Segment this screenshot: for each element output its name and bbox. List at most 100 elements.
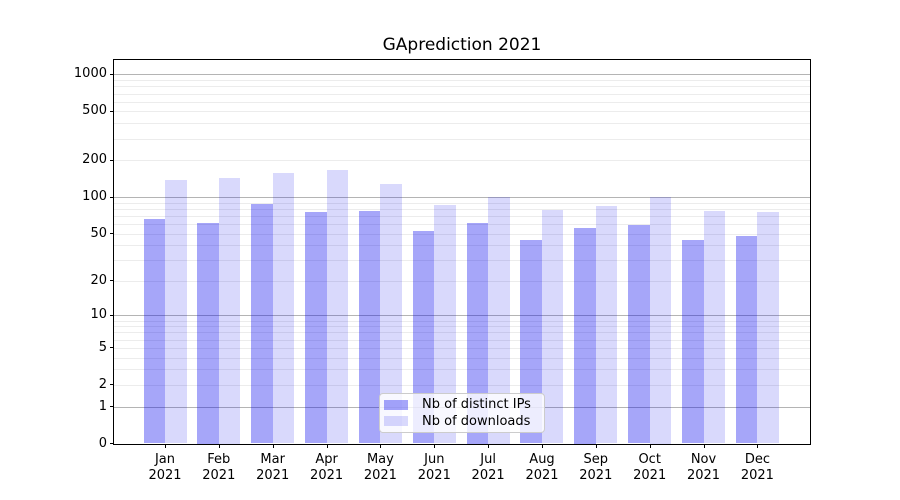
bar-downloads-sep	[595, 206, 618, 444]
bar-downloads-nov	[703, 210, 725, 444]
gridline-minor	[114, 233, 810, 235]
y-tick-label: 1000	[73, 66, 107, 82]
bar-distinct-ips-jun	[412, 231, 435, 444]
bar-distinct-ips-dec	[735, 235, 758, 444]
bar-downloads-jan	[165, 179, 187, 444]
y-tick-mark	[110, 406, 114, 407]
y-tick-label: 100	[82, 189, 107, 204]
x-tick-mark	[165, 443, 166, 448]
bar-downloads-feb	[218, 178, 241, 444]
bar-downloads-jul	[488, 197, 510, 444]
gridline-minor	[114, 280, 810, 282]
y-tick-label: 200	[82, 152, 107, 168]
x-tick-label: Dec 2021	[740, 451, 774, 483]
gridline-minor	[114, 357, 810, 359]
x-tick-label: Jul 2021	[471, 451, 505, 483]
bar-downloads-dec	[757, 212, 779, 444]
y-tick-mark	[110, 159, 114, 161]
gridline-minor	[114, 369, 810, 371]
x-tick-mark	[757, 443, 759, 448]
gridline-minor	[114, 332, 810, 334]
gridline-minor	[114, 223, 810, 225]
x-tick-mark	[595, 443, 597, 448]
y-tick-label: 10	[90, 307, 107, 323]
legend-item-distinct-ips: Nb of distinct IPs	[384, 397, 538, 412]
legend-swatch-distinct-ips	[384, 399, 408, 410]
y-tick-mark	[110, 233, 114, 234]
x-tick-mark	[272, 443, 274, 448]
x-tick-mark	[488, 443, 490, 448]
gridline-minor	[114, 80, 810, 82]
x-tick-label: May 2021	[363, 451, 397, 483]
gridline-minor	[114, 347, 810, 349]
bar-downloads-apr	[326, 169, 349, 444]
y-tick-label: 1	[98, 398, 107, 414]
gridline-minor	[114, 138, 810, 140]
gridline-minor	[114, 208, 810, 210]
plot-area	[113, 59, 811, 445]
x-tick-label: Mar 2021	[256, 451, 290, 483]
gridline-minor	[114, 384, 810, 386]
bar-downloads-mar	[272, 172, 295, 444]
x-tick-label: Nov 2021	[686, 451, 721, 483]
y-tick-mark	[110, 384, 114, 386]
bar-downloads-oct	[649, 197, 672, 444]
y-tick-mark	[110, 314, 114, 316]
bar-distinct-ips-apr	[305, 212, 327, 444]
gridline-major	[114, 74, 810, 76]
bar-distinct-ips-mar	[251, 203, 273, 444]
chart-title: GAprediction 2021	[382, 35, 542, 55]
bar-downloads-may	[380, 183, 402, 444]
bar-downloads-jun	[434, 204, 456, 444]
gridline-minor	[114, 215, 810, 217]
y-tick-mark	[110, 73, 114, 75]
x-tick-label: Jan 2021	[148, 451, 182, 483]
bar-distinct-ips-feb	[197, 223, 219, 444]
x-tick-mark	[218, 443, 220, 448]
x-tick-label: Jun 2021	[417, 451, 451, 483]
legend: Nb of distinct IPs Nb of downloads	[379, 393, 545, 433]
y-tick-mark	[110, 280, 114, 282]
x-tick-label: Sep 2021	[579, 451, 613, 483]
x-tick-mark	[649, 443, 651, 448]
legend-label-distinct-ips: Nb of distinct IPs	[422, 397, 531, 413]
gridline-minor	[114, 111, 810, 113]
y-tick-mark	[110, 110, 114, 112]
bar-distinct-ips-sep	[574, 227, 596, 444]
gridline-major	[114, 315, 810, 317]
bar-distinct-ips-nov	[682, 240, 704, 444]
gridline-major	[114, 197, 810, 198]
gridline-minor	[114, 202, 810, 204]
x-tick-label: Aug 2021	[525, 451, 559, 483]
bar-distinct-ips-jan	[143, 218, 165, 444]
y-tick-mark	[110, 443, 114, 444]
legend-item-downloads: Nb of downloads	[384, 414, 538, 429]
gridline-minor	[114, 86, 810, 88]
bar-distinct-ips-aug	[520, 240, 542, 444]
x-tick-mark	[703, 443, 705, 448]
y-tick-label: 20	[90, 272, 107, 288]
gridline-minor	[114, 160, 810, 162]
x-tick-mark	[326, 443, 328, 448]
bar-distinct-ips-jul	[466, 223, 489, 444]
gridline-minor	[114, 93, 810, 95]
gridline-minor	[114, 326, 810, 328]
y-tick-label: 500	[82, 103, 107, 119]
gridline-minor	[114, 320, 810, 322]
gridline-minor	[114, 123, 810, 125]
gridline-minor	[114, 101, 810, 103]
gridline-minor	[114, 260, 810, 262]
y-tick-label: 2	[98, 376, 107, 392]
gridline-minor	[114, 339, 810, 341]
legend-swatch-downloads	[384, 416, 408, 427]
bar-distinct-ips-may	[358, 210, 381, 444]
x-tick-label: Feb 2021	[202, 451, 236, 483]
legend-label-downloads: Nb of downloads	[422, 413, 531, 429]
x-tick-label: Oct 2021	[633, 451, 667, 483]
x-tick-mark	[434, 443, 436, 448]
x-tick-mark	[380, 443, 382, 448]
x-tick-mark	[542, 443, 543, 448]
x-tick-label: Apr 2021	[310, 451, 344, 483]
y-tick-mark	[110, 196, 114, 198]
